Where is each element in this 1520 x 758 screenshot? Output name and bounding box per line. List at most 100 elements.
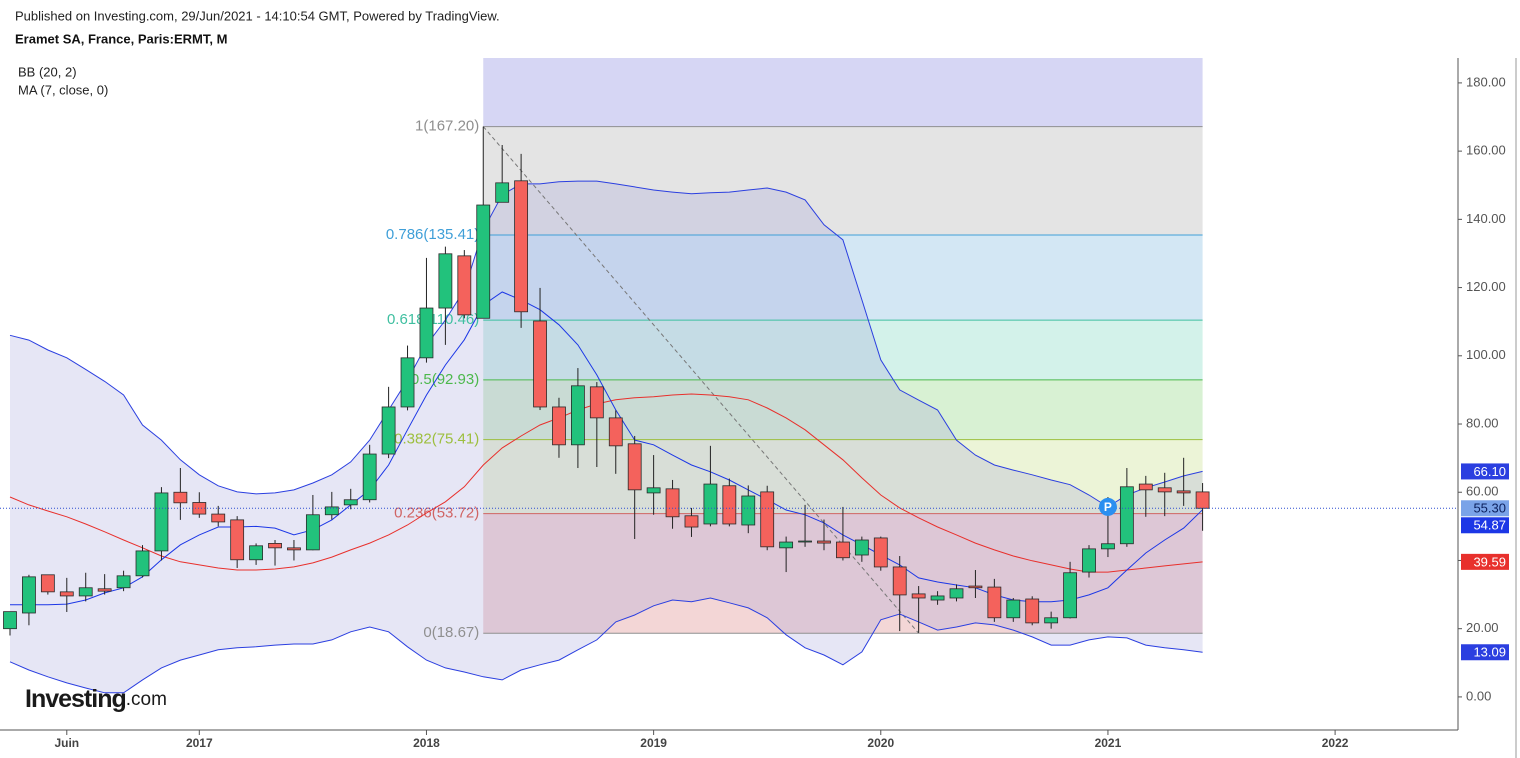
candle-body [135, 550, 150, 577]
candle-body [1006, 599, 1021, 619]
candle-body [1063, 572, 1077, 619]
candle-body [873, 537, 888, 568]
fib-top-zone [483, 58, 1203, 127]
candle-body [362, 453, 377, 501]
candle-body [22, 576, 36, 614]
x-tick-label: 2022 [1322, 736, 1349, 750]
candle-body [324, 506, 339, 516]
fib-level-label: 0.236(53.72) [394, 505, 479, 522]
candle-body [779, 541, 794, 549]
candle-body [817, 540, 831, 544]
event-marker [1098, 497, 1117, 516]
candle-body [1025, 598, 1040, 624]
candle-body [476, 204, 491, 319]
price-label-box [1461, 644, 1509, 661]
x-tick-label: 2018 [413, 736, 440, 750]
price-label: 13.09 [1473, 645, 1506, 660]
candle-body [116, 575, 131, 589]
candle-body [665, 488, 680, 518]
candle-body [287, 547, 301, 551]
y-tick-label: 60.00 [1466, 484, 1499, 499]
x-tick-label: 2017 [186, 736, 213, 750]
logo-suffix: .com [126, 689, 167, 710]
price-label: 66.10 [1473, 464, 1506, 479]
fib-level-label: 0.5(92.93) [411, 371, 479, 388]
candle-body [1101, 543, 1115, 550]
candle-body [514, 180, 529, 313]
candle-body [930, 595, 945, 601]
logo-brand: Investing [25, 685, 126, 713]
candle-body [703, 483, 718, 525]
candle-body [438, 253, 453, 309]
candle-body [400, 357, 415, 408]
candle-body [722, 485, 737, 525]
candle-body [987, 586, 1002, 619]
y-tick-label: 160.00 [1466, 143, 1506, 158]
fib-zone [483, 126, 1203, 236]
candle-body [211, 513, 226, 523]
candle-body [59, 591, 74, 597]
price-label: 39.59 [1473, 554, 1506, 569]
candle-body [230, 519, 245, 561]
candle-body [1119, 486, 1134, 545]
candle-body [173, 491, 188, 504]
candle-body [40, 574, 55, 593]
candle-body [892, 566, 907, 596]
fib-level-label: 1(167.20) [415, 118, 479, 135]
indicator-line [9, 180, 1203, 508]
event-marker-label: P [1104, 500, 1112, 514]
candle-body [1138, 483, 1153, 491]
x-tick-label: Juin [54, 736, 79, 750]
x-tick-label: 2020 [867, 736, 894, 750]
price-label-box [1461, 553, 1509, 570]
price-label-box [1461, 463, 1509, 480]
y-tick-label: 20.00 [1466, 620, 1499, 635]
candle-body [552, 406, 566, 446]
candle-body [249, 545, 263, 561]
chart-title: Eramet SA, France, Paris:ERMT, M [15, 31, 227, 46]
candle-body [646, 487, 661, 494]
candle-body [741, 495, 756, 526]
y-tick-label: 180.00 [1466, 74, 1506, 89]
candle-body [97, 588, 112, 592]
candle-body [684, 515, 699, 528]
legend-entry: MA (7, close, 0) [18, 82, 108, 97]
candle-body [571, 385, 585, 446]
y-tick-label: 140.00 [1466, 211, 1506, 226]
candle-body [154, 492, 169, 552]
candle-body [760, 491, 775, 548]
plot-area: 1(167.20)0.786(135.41)0.618(110.46)0.5(9… [0, 58, 1458, 694]
y-tick-label: 80.00 [1466, 415, 1499, 430]
fib-level-label: 0.382(75.41) [394, 431, 479, 448]
candle-body [419, 307, 434, 359]
candle-body [192, 502, 207, 515]
logo: Investing.com [25, 685, 167, 713]
candle-body [949, 588, 964, 599]
candle-body [78, 587, 93, 597]
legend-entry: BB (20, 2) [18, 64, 77, 79]
candle-body [533, 320, 547, 408]
axes: 0.0020.0040.0060.0080.00100.00120.00140.… [0, 58, 1517, 758]
fib-level-label: 0.786(135.41) [386, 226, 479, 243]
fib-zone [483, 320, 1203, 380]
candle-body [1082, 548, 1096, 573]
y-tick-label: 0.00 [1466, 688, 1491, 703]
candle-body [836, 541, 850, 559]
candle-body [1176, 490, 1191, 494]
candle-body [608, 417, 623, 447]
fib-level-label: 0(18.67) [423, 624, 479, 641]
candle-body [911, 593, 926, 599]
y-tick-label: 120.00 [1466, 279, 1506, 294]
candle-body [1157, 487, 1172, 493]
fib-zone [483, 439, 1203, 514]
indicator-line [9, 393, 1203, 573]
band-fill [10, 181, 1203, 693]
price-label-box [1461, 517, 1509, 534]
published-note: Published on Investing.com, 29/Jun/2021 … [15, 8, 500, 23]
candle-body [457, 255, 472, 316]
candle-body [343, 499, 358, 506]
x-tick-label: 2021 [1095, 736, 1122, 750]
candle-body [3, 611, 17, 630]
y-tick-label: 100.00 [1466, 347, 1506, 362]
fib-zone [483, 235, 1203, 321]
